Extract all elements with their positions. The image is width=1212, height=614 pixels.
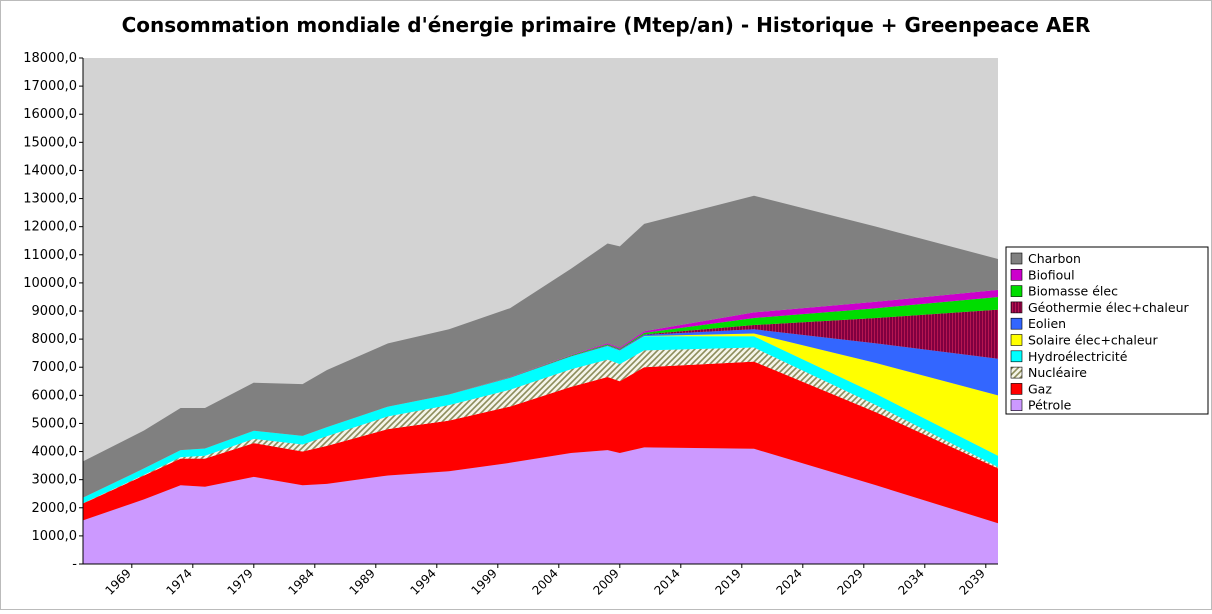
y-tick-label: 4000,0 bbox=[32, 445, 78, 460]
legend-swatch bbox=[1010, 285, 1023, 297]
y-tick-label: 3000,0 bbox=[32, 473, 78, 488]
y-tick-label: 8000,0 bbox=[32, 332, 78, 347]
y-tick-label: 11000,0 bbox=[23, 248, 77, 263]
legend-swatch bbox=[1010, 268, 1023, 281]
y-tick-label: 15000,0 bbox=[23, 135, 77, 150]
legend-label: Eolien bbox=[1028, 316, 1066, 331]
y-tick-label: 7000,0 bbox=[32, 360, 78, 375]
y-tick-label: 1000,0 bbox=[32, 529, 78, 544]
legend-label: Gaz bbox=[1028, 381, 1052, 396]
y-tick-label: 12000,0 bbox=[23, 220, 77, 235]
y-tick-label: 9000,0 bbox=[32, 304, 78, 319]
y-tick-label: - bbox=[72, 557, 77, 572]
area bbox=[83, 195, 998, 498]
y-tick-label: 17000,0 bbox=[23, 79, 77, 94]
legend-swatch bbox=[1010, 334, 1023, 346]
legend-swatch bbox=[1010, 317, 1023, 330]
y-tick-label: 16000,0 bbox=[23, 107, 77, 122]
y-tick-label: 10000,0 bbox=[23, 276, 77, 291]
legend-box bbox=[1005, 246, 1209, 415]
legend-label: Charbon bbox=[1028, 251, 1081, 266]
chart-title: Consommation mondiale d'énergie primaire… bbox=[122, 13, 1091, 37]
legend-label: Hydroélectricité bbox=[1028, 349, 1128, 364]
area bbox=[83, 361, 998, 524]
legend-label: Solaire élec+chaleur bbox=[1028, 333, 1158, 348]
y-tick-label: 5000,0 bbox=[32, 416, 78, 431]
legend-swatch bbox=[1010, 383, 1023, 395]
legend-label: Géothermie élec+chaleur bbox=[1028, 300, 1190, 315]
y-tick-label: 14000,0 bbox=[23, 163, 77, 178]
legend-label: Pétrole bbox=[1028, 398, 1072, 413]
legend-label: Nucléaire bbox=[1028, 365, 1087, 380]
legend-swatch bbox=[1010, 301, 1023, 314]
area bbox=[83, 336, 998, 504]
y-tick-label: 2000,0 bbox=[32, 501, 78, 516]
legend-swatch bbox=[1010, 399, 1023, 412]
y-tick-label: 13000,0 bbox=[23, 192, 77, 207]
legend-label: Biomasse élec bbox=[1028, 284, 1118, 299]
legend-label: Biofioul bbox=[1028, 267, 1075, 282]
area bbox=[83, 447, 998, 564]
legend-swatch bbox=[1010, 252, 1023, 265]
legend-swatch bbox=[1010, 350, 1023, 363]
area bbox=[83, 309, 998, 498]
y-tick-label: 18000,0 bbox=[23, 51, 77, 66]
legend-swatch bbox=[1010, 366, 1023, 379]
y-tick-label: 6000,0 bbox=[32, 388, 78, 403]
